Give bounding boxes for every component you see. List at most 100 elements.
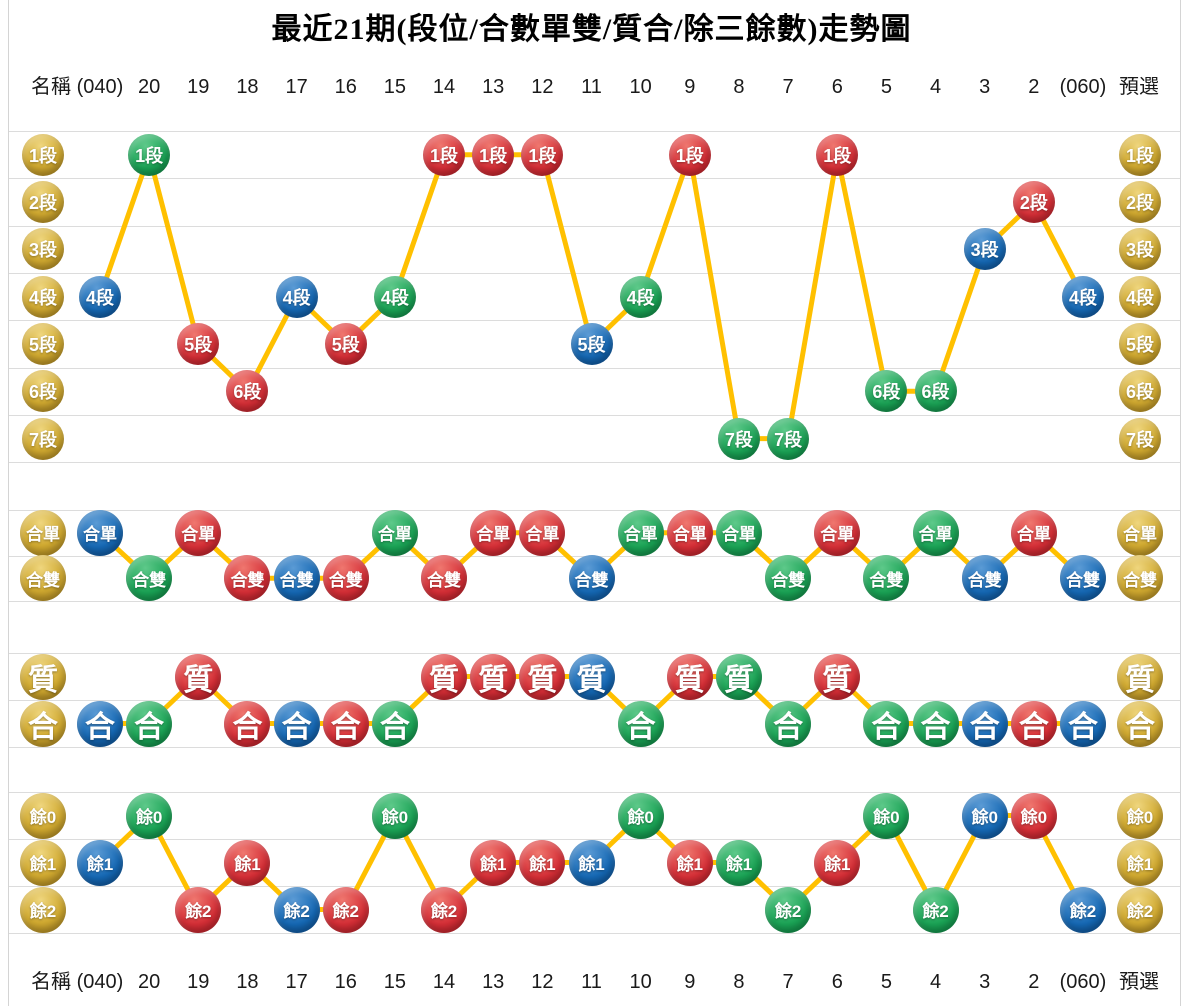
data-ball: 餘1 xyxy=(568,839,615,886)
data-ball: 餘1 xyxy=(814,839,861,886)
data-ball: 合單 xyxy=(715,509,762,556)
data-ball: 餘2 xyxy=(273,886,320,933)
row-label-ball-right: 5段 xyxy=(1119,322,1161,365)
data-ball: 質 xyxy=(175,653,222,700)
data-ball: 合單 xyxy=(1010,509,1057,556)
row-label-ball-right: 4段 xyxy=(1119,275,1161,318)
data-ball: 合雙 xyxy=(568,555,615,602)
data-ball: 1段 xyxy=(128,133,171,176)
row-label-ball-left: 2段 xyxy=(22,180,64,223)
row-label-ball-right: 質 xyxy=(1117,653,1163,700)
data-ball: 餘2 xyxy=(912,886,959,933)
header-period-label: 15 xyxy=(383,76,407,98)
data-ball: 餘1 xyxy=(519,839,566,886)
footer-period-label: 10 xyxy=(629,971,652,993)
row-gridline xyxy=(9,320,1180,321)
footer-period-label: 9 xyxy=(684,971,696,993)
row-label-ball-right: 合 xyxy=(1117,700,1163,747)
header-period-label: (060) xyxy=(1059,76,1107,98)
data-ball: 合單 xyxy=(912,509,959,556)
row-label-ball-left: 合雙 xyxy=(20,555,66,602)
row-label-ball-left: 4段 xyxy=(22,275,64,318)
data-ball: 合單 xyxy=(175,509,222,556)
data-ball: 合雙 xyxy=(273,555,320,602)
data-ball: 4段 xyxy=(619,275,662,318)
header-period-label: 7 xyxy=(782,76,794,98)
footer-name-label: 名稱 xyxy=(31,971,71,993)
data-ball: 餘2 xyxy=(421,886,468,933)
data-ball: 合 xyxy=(224,700,271,747)
header-period-label: 9 xyxy=(684,76,696,98)
row-label-ball-left: 餘2 xyxy=(20,886,66,933)
data-ball: 質 xyxy=(715,653,762,700)
header-name-label: 名稱 xyxy=(31,76,71,98)
data-ball: 合單 xyxy=(77,509,123,556)
data-ball: 1段 xyxy=(423,133,466,176)
data-ball: 合雙 xyxy=(322,555,369,602)
row-label-ball-left: 餘0 xyxy=(20,792,66,839)
data-ball: 合單 xyxy=(666,509,713,556)
header-period-label: (040) xyxy=(76,76,124,98)
row-label-ball-right: 1段 xyxy=(1119,133,1161,176)
data-ball: 7段 xyxy=(717,417,760,460)
row-gridline xyxy=(9,462,1180,463)
header-preselect-label: 預選 xyxy=(1119,76,1159,98)
row-gridline xyxy=(9,368,1180,369)
data-ball: 合單 xyxy=(814,509,861,556)
data-ball: 餘2 xyxy=(322,886,369,933)
data-ball: 4段 xyxy=(79,275,121,318)
data-ball: 4段 xyxy=(1062,275,1104,318)
header-period-label: 17 xyxy=(285,76,308,98)
data-ball: 合單 xyxy=(617,509,664,556)
data-ball: 2段 xyxy=(1012,180,1055,223)
header-period-label: 11 xyxy=(581,76,602,98)
footer-period-label: 7 xyxy=(782,971,794,993)
data-ball: 質 xyxy=(814,653,861,700)
left-border xyxy=(8,0,9,1006)
data-ball: 合 xyxy=(77,700,123,747)
header-period-label: 18 xyxy=(236,76,259,98)
row-label-ball-right: 6段 xyxy=(1119,370,1161,413)
data-ball: 合 xyxy=(765,700,812,747)
row-label-ball-right: 合雙 xyxy=(1117,555,1163,602)
data-ball: 合 xyxy=(126,700,173,747)
header-period-label: 4 xyxy=(929,76,942,98)
footer-period-label: 18 xyxy=(236,971,259,993)
data-ball: 餘2 xyxy=(765,886,812,933)
row-label-ball-right: 合單 xyxy=(1117,509,1163,556)
data-ball: 4段 xyxy=(373,275,416,318)
header-period-label: 8 xyxy=(733,76,745,98)
footer-period-label: 13 xyxy=(482,971,505,993)
data-ball: 合單 xyxy=(371,509,418,556)
row-gridline xyxy=(9,415,1180,416)
data-ball: 餘1 xyxy=(666,839,713,886)
row-gridline xyxy=(9,178,1180,179)
data-ball: 1段 xyxy=(816,133,859,176)
row-label-ball-left: 5段 xyxy=(22,322,64,365)
data-ball: 6段 xyxy=(914,370,957,413)
data-ball: 5段 xyxy=(570,322,613,365)
data-ball: 質 xyxy=(421,653,468,700)
data-ball: 質 xyxy=(519,653,566,700)
data-ball: 合 xyxy=(617,700,664,747)
row-gridline xyxy=(9,792,1180,793)
header-period-label: 2 xyxy=(1028,76,1040,98)
data-ball: 餘1 xyxy=(224,839,271,886)
data-ball: 餘2 xyxy=(1060,886,1106,933)
data-ball: 合雙 xyxy=(961,555,1008,602)
row-gridline xyxy=(9,131,1180,132)
data-ball: 4段 xyxy=(275,275,318,318)
header-period-label: 14 xyxy=(432,76,456,98)
row-label-ball-right: 餘2 xyxy=(1117,886,1163,933)
header-period-label: 5 xyxy=(880,76,892,98)
row-label-ball-right: 餘0 xyxy=(1117,792,1163,839)
data-ball: 合 xyxy=(1010,700,1057,747)
data-ball: 餘0 xyxy=(371,792,418,839)
footer-period-label: 19 xyxy=(187,971,210,993)
header-period-label: 13 xyxy=(482,76,505,98)
data-ball: 餘0 xyxy=(1010,792,1057,839)
footer-period-label: 3 xyxy=(979,971,991,993)
footer-preselect-label: 預選 xyxy=(1119,971,1159,993)
data-ball: 合 xyxy=(322,700,369,747)
row-label-ball-left: 1段 xyxy=(22,133,64,176)
